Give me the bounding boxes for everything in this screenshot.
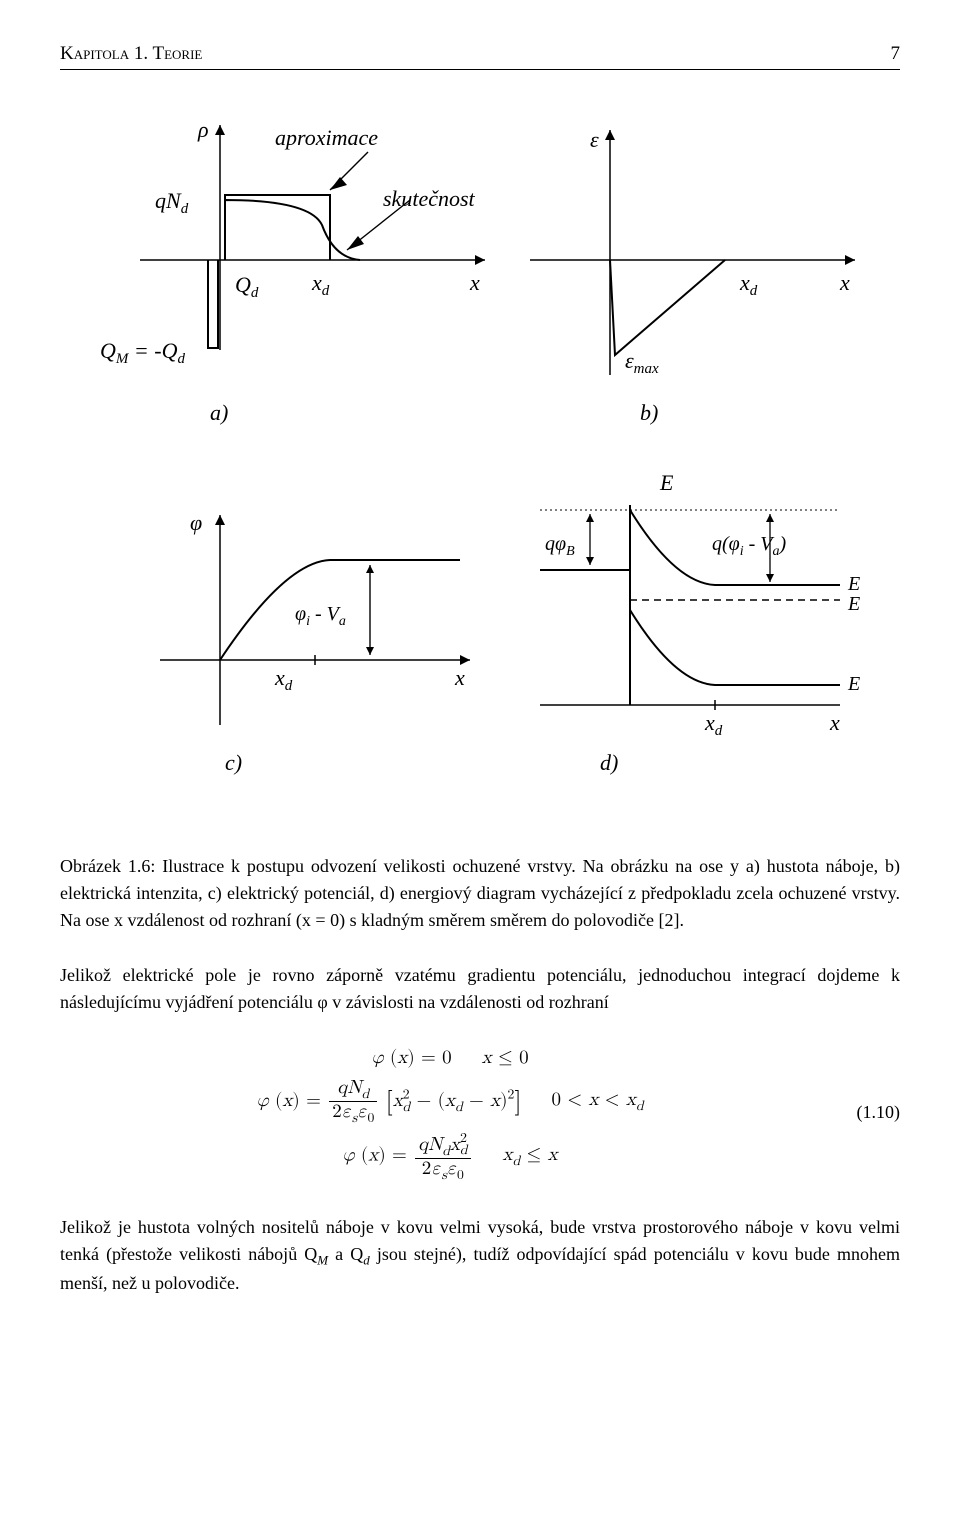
svg-text:x: x bbox=[469, 270, 480, 295]
page-header: Kapitola 1. Teorie 7 bbox=[60, 40, 900, 70]
svg-text:Qd: Qd bbox=[235, 272, 259, 301]
panel-d: E qφB q(φi - Va) Ec EF Ev xd x d) bbox=[540, 470, 860, 775]
equation-number: (1.10) bbox=[840, 1099, 900, 1126]
panel-a: ρ aproximace skutečnost qNd Qd xd x QM =… bbox=[100, 117, 485, 425]
panel-b: ε x xd εmax b) bbox=[530, 127, 855, 425]
svg-text:x: x bbox=[454, 665, 465, 690]
svg-text:EF: EF bbox=[847, 593, 860, 619]
svg-text:aproximace: aproximace bbox=[275, 125, 378, 150]
svg-text:xd: xd bbox=[274, 665, 293, 694]
svg-text:q(φi - Va): q(φi - Va) bbox=[712, 533, 787, 559]
page-number: 7 bbox=[891, 40, 901, 69]
svg-text:φ: φ bbox=[190, 510, 202, 535]
figure-svg: ρ aproximace skutečnost qNd Qd xd x QM =… bbox=[100, 90, 860, 820]
paragraph-1: Jelikož elektrické pole je rovno záporně… bbox=[60, 962, 900, 1016]
svg-text:c): c) bbox=[225, 750, 242, 775]
svg-text:b): b) bbox=[640, 400, 658, 425]
svg-text:εmax: εmax bbox=[625, 348, 659, 377]
equation-content: φ (x) = 0 x ≤ 0 φ (x) = qNd 2εsε0 [x2d −… bbox=[60, 1038, 840, 1188]
svg-text:ε: ε bbox=[590, 127, 599, 152]
svg-text:xd: xd bbox=[311, 270, 330, 299]
figure-caption: Obrázek 1.6: Ilustrace k postupu odvozen… bbox=[60, 853, 900, 934]
svg-text:qφB: qφB bbox=[545, 533, 575, 559]
svg-text:d): d) bbox=[600, 750, 618, 775]
svg-text:skutečnost: skutečnost bbox=[383, 186, 476, 211]
svg-text:xd: xd bbox=[739, 270, 758, 299]
equation-1-10: φ (x) = 0 x ≤ 0 φ (x) = qNd 2εsε0 [x2d −… bbox=[60, 1038, 900, 1188]
svg-text:qNd: qNd bbox=[155, 188, 189, 217]
svg-text:ρ: ρ bbox=[197, 117, 209, 142]
svg-text:x: x bbox=[839, 270, 850, 295]
caption-lead: Obrázek 1.6: bbox=[60, 856, 162, 876]
panel-c: φ φi - Va xd x c) bbox=[160, 510, 470, 775]
svg-text:x: x bbox=[829, 710, 840, 735]
svg-text:E: E bbox=[659, 470, 674, 495]
svg-text:QM = -Qd: QM = -Qd bbox=[100, 338, 185, 367]
svg-text:Ev: Ev bbox=[847, 673, 860, 699]
svg-text:a): a) bbox=[210, 400, 228, 425]
caption-text: Ilustrace k postupu odvození velikosti o… bbox=[60, 856, 900, 930]
chapter-title: Kapitola 1. Teorie bbox=[60, 40, 202, 69]
figure-1-6: ρ aproximace skutečnost qNd Qd xd x QM =… bbox=[60, 90, 900, 828]
svg-text:φi - Va: φi - Va bbox=[295, 603, 346, 629]
paragraph-2: Jelikož je hustota volných nositelů nábo… bbox=[60, 1214, 900, 1297]
svg-text:xd: xd bbox=[704, 710, 723, 739]
